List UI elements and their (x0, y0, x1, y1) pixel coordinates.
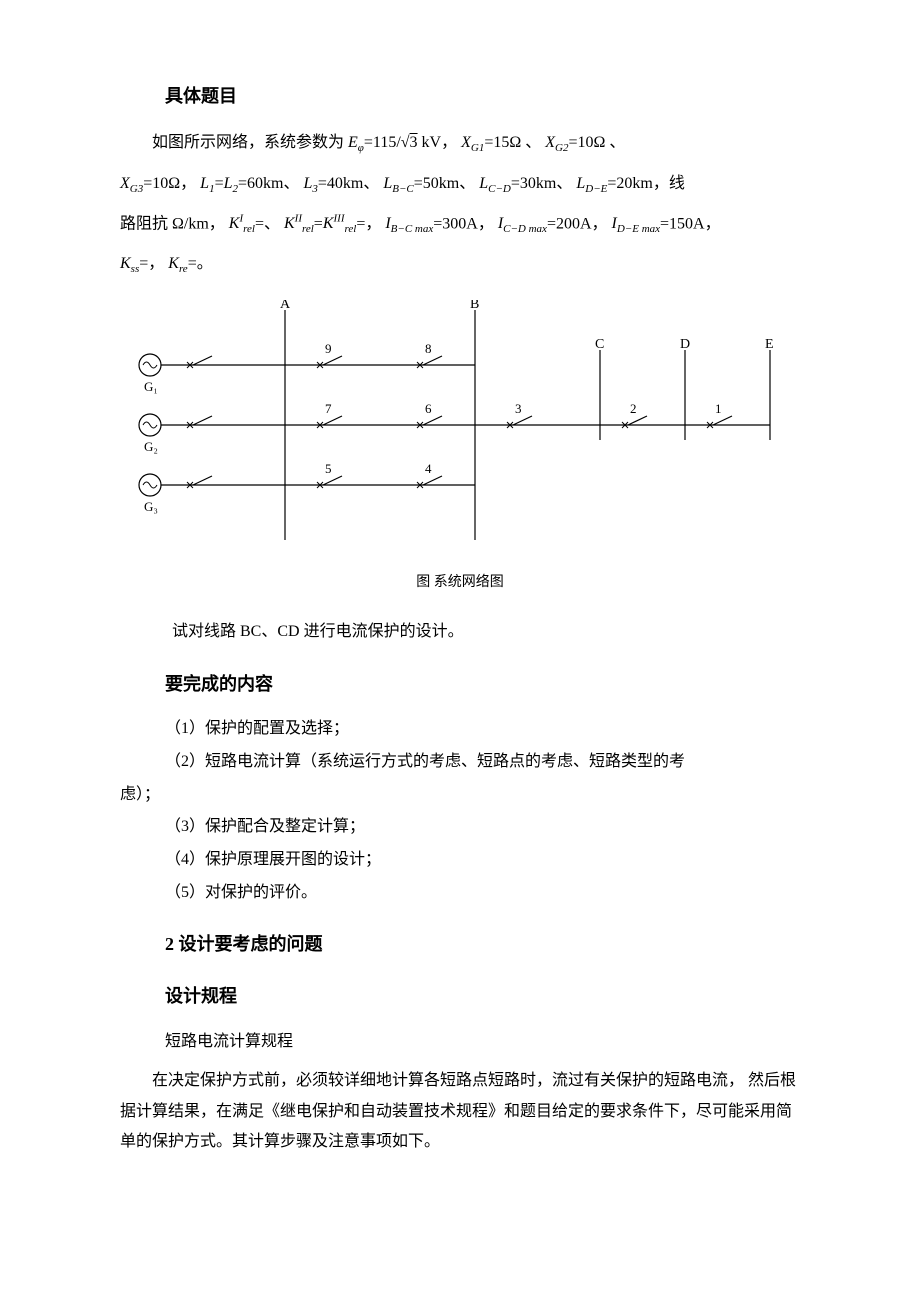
svg-text:9: 9 (325, 341, 332, 356)
formula-L3: L3 (303, 175, 317, 192)
formula-IBC: IB−C max (385, 215, 433, 232)
section-design-rules: 设计规程 (165, 980, 800, 1012)
text: kV， (422, 134, 458, 151)
body-paragraph-1: 在决定保护方式前，必须较详细地计算各短路点短路时，流过有关保护的短路电流， 然后… (120, 1066, 800, 1157)
svg-text:B: B (470, 300, 479, 312)
text: =300A， (433, 215, 494, 232)
diagram-caption: 图 系统网络图 (120, 570, 800, 595)
formula-K3: KIIIrel (323, 215, 356, 232)
text: =115/ (364, 134, 401, 151)
svg-text:2: 2 (630, 401, 637, 416)
text: =。 (188, 255, 213, 272)
formula-E: Eφ (348, 134, 364, 151)
formula-IDE: ID−E max (612, 215, 661, 232)
list-item-3: （3）保护配合及整定计算； (165, 813, 800, 842)
list-item-5: （5）对保护的评价。 (165, 879, 800, 908)
svg-text:8: 8 (425, 341, 432, 356)
network-diagram-svg: A B C D E G₁ G₂ G₃ 9 8 7 6 5 4 3 2 1 (130, 300, 790, 560)
svg-text:6: 6 (425, 401, 432, 416)
subsection-short-circuit: 短路电流计算规程 (165, 1028, 800, 1057)
network-diagram: A B C D E G₁ G₂ G₃ 9 8 7 6 5 4 3 2 1 图 系统网络图 (120, 300, 800, 595)
text: =50km、 (414, 175, 475, 192)
text: =15Ω 、 (484, 134, 541, 151)
text: =， (356, 215, 381, 232)
text: =40km、 (318, 175, 379, 192)
formula-L2: L2 (224, 175, 238, 192)
list-item-4: （4）保护原理展开图的设计； (165, 846, 800, 875)
formula-LCD: LC−D (479, 175, 511, 192)
task-description: 试对线路 BC、CD 进行电流保护的设计。 (140, 616, 800, 648)
formula-Kss: Kss (120, 255, 139, 272)
text: =， (139, 255, 164, 272)
formula-XG1: XG1 (461, 134, 484, 151)
formula-ICD: IC−D max (498, 215, 547, 232)
problem-parameters-3: 路阻抗 Ω/km， KIrel=、 KIIrel=KIIIrel=， IB−C … (120, 208, 800, 241)
problem-parameters-2: XG3=10Ω， L1=L2=60km、 L3=40km、 LB−C=50km、… (120, 168, 800, 200)
formula-Kre: Kre (168, 255, 187, 272)
section-2-title: 2 设计要考虑的问题 (165, 928, 800, 960)
text: =150A， (660, 215, 721, 232)
svg-text:7: 7 (325, 401, 332, 416)
formula-XG2: XG2 (545, 134, 568, 151)
svg-text:G₃: G₃ (144, 499, 158, 514)
svg-text:5: 5 (325, 461, 332, 476)
text: =10Ω， (143, 175, 200, 192)
text: = (314, 215, 323, 232)
svg-text:3: 3 (515, 401, 522, 416)
formula-L1: L1 (200, 175, 214, 192)
svg-text:G₂: G₂ (144, 439, 158, 454)
svg-text:1: 1 (715, 401, 722, 416)
text: =30km、 (511, 175, 572, 192)
text: =200A， (547, 215, 608, 232)
list-item-1: （1）保护的配置及选择； (165, 715, 800, 744)
svg-text:G₁: G₁ (144, 379, 158, 394)
text: =20km (607, 175, 652, 192)
svg-text:A: A (280, 300, 291, 312)
problem-parameters-1: 如图所示网络，系统参数为 Eφ=115/√3 kV， XG1=15Ω 、 XG2… (120, 127, 800, 159)
svg-text:C: C (595, 337, 604, 352)
text: 如图所示网络，系统参数为 (152, 134, 344, 151)
svg-text:E: E (765, 337, 774, 352)
formula-LDE: LD−E (576, 175, 607, 192)
text: =、 (255, 215, 280, 232)
text: =10Ω 、 (569, 134, 626, 151)
text: ，线 (653, 175, 685, 192)
svg-text:4: 4 (425, 461, 432, 476)
svg-text:D: D (680, 337, 690, 352)
section-title-problem: 具体题目 (165, 80, 800, 112)
problem-parameters-4: Kss=， Kre=。 (120, 248, 800, 280)
list-item-2: （2）短路电流计算（系统运行方式的考虑、短路点的考虑、短路类型的考 (165, 748, 800, 777)
section-title-content: 要完成的内容 (165, 668, 800, 700)
list-item-2-cont: 虑）； (120, 781, 800, 810)
text: = (215, 175, 224, 192)
text: 路阻抗 Ω/km， (120, 215, 225, 232)
formula-LBC: LB−C (383, 175, 413, 192)
formula-XG3: XG3 (120, 175, 143, 192)
sqrt: √3 (401, 134, 418, 151)
formula-K1: KIrel (229, 215, 255, 232)
formula-K2: KIIrel (284, 215, 314, 232)
text: =60km、 (238, 175, 299, 192)
